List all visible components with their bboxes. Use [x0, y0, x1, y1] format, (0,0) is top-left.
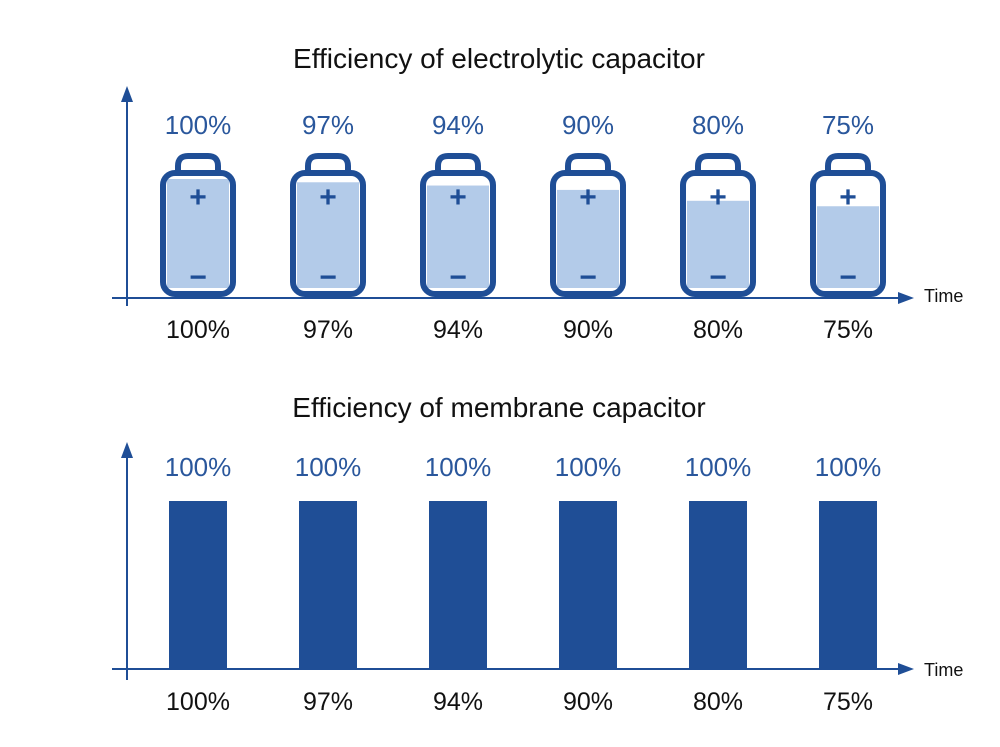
membrane-bar — [299, 501, 357, 669]
electrolytic-chart-title: Efficiency of electrolytic capacitor — [293, 43, 705, 74]
membrane-category-label: 90% — [563, 688, 613, 716]
battery-body — [550, 170, 626, 297]
battery-body — [810, 170, 886, 297]
membrane-chart: Efficiency of membrane capacitor Time 10… — [112, 392, 963, 716]
membrane-bar — [169, 501, 227, 669]
battery-5: +− — [680, 153, 756, 297]
electrolytic-chart: Efficiency of electrolytic capacitor Tim… — [112, 43, 963, 344]
membrane-value-label: 100% — [815, 452, 882, 482]
membrane-bar — [819, 501, 877, 669]
battery-plus-sign: + — [839, 181, 857, 214]
membrane-y-axis-arrow — [121, 442, 133, 458]
membrane-x-axis-label: Time — [924, 660, 963, 680]
battery-minus-sign: − — [449, 261, 467, 294]
membrane-category-label: 75% — [823, 688, 873, 716]
membrane-bar — [559, 501, 617, 669]
membrane-category-label: 97% — [303, 688, 353, 716]
electrolytic-value-label: 90% — [562, 110, 614, 140]
battery-minus-sign: − — [709, 261, 727, 294]
electrolytic-value-label: 97% — [302, 110, 354, 140]
battery-body — [420, 170, 496, 297]
electrolytic-value-label: 94% — [432, 110, 484, 140]
battery-fill-level — [817, 206, 879, 288]
electrolytic-marks: +−100%100%+−97%97%+−94%94%+−90%90%+−80%8… — [160, 110, 886, 344]
membrane-marks: 100% 100% 100% 97% 100% 94% 100% 90% 100% 80% 100%… — [165, 452, 882, 716]
battery-body — [160, 170, 236, 297]
electrolytic-x-axis-label: Time — [924, 286, 963, 306]
battery-fill-level — [297, 182, 359, 288]
battery-plus-sign: + — [579, 181, 597, 214]
battery-fill-level — [167, 179, 229, 288]
battery-2: +− — [290, 153, 366, 297]
battery-terminal — [825, 153, 871, 175]
membrane-value-label: 100% — [165, 452, 232, 482]
membrane-value-label: 100% — [685, 452, 752, 482]
battery-fill-level — [687, 200, 749, 288]
membrane-x-axis-arrow — [898, 663, 914, 675]
electrolytic-category-label: 90% — [563, 316, 613, 344]
battery-4: +− — [550, 153, 626, 297]
battery-plus-sign: + — [709, 181, 727, 214]
battery-3: +− — [420, 153, 496, 297]
battery-plus-sign: + — [319, 181, 337, 214]
membrane-value-label: 100% — [555, 452, 622, 482]
battery-minus-sign: − — [839, 261, 857, 294]
membrane-value-label: 100% — [425, 452, 492, 482]
battery-1: +− — [160, 153, 236, 297]
battery-plus-sign: + — [189, 181, 207, 214]
electrolytic-category-label: 97% — [303, 316, 353, 344]
battery-body — [290, 170, 366, 297]
membrane-category-label: 80% — [693, 688, 743, 716]
electrolytic-value-label: 100% — [165, 110, 232, 140]
battery-minus-sign: − — [579, 261, 597, 294]
battery-terminal — [565, 153, 611, 175]
battery-body — [680, 170, 756, 297]
battery-fill-level — [557, 189, 619, 288]
membrane-value-label: 100% — [295, 452, 362, 482]
membrane-bar — [429, 501, 487, 669]
electrolytic-value-label: 80% — [692, 110, 744, 140]
battery-minus-sign: − — [189, 261, 207, 294]
membrane-bar — [689, 501, 747, 669]
battery-terminal — [695, 153, 741, 175]
electrolytic-category-label: 100% — [166, 316, 230, 344]
battery-terminal — [305, 153, 351, 175]
battery-plus-sign: + — [449, 181, 467, 214]
electrolytic-y-axis-arrow — [121, 86, 133, 102]
electrolytic-value-label: 75% — [822, 110, 874, 140]
electrolytic-category-label: 94% — [433, 316, 483, 344]
membrane-category-label: 100% — [166, 688, 230, 716]
battery-fill-level — [427, 185, 489, 288]
battery-6: +− — [810, 153, 886, 297]
electrolytic-category-label: 75% — [823, 316, 873, 344]
membrane-chart-title: Efficiency of membrane capacitor — [292, 392, 705, 423]
battery-minus-sign: − — [319, 261, 337, 294]
electrolytic-category-label: 80% — [693, 316, 743, 344]
battery-terminal — [175, 153, 221, 175]
membrane-category-label: 94% — [433, 688, 483, 716]
battery-terminal — [435, 153, 481, 175]
electrolytic-x-axis-arrow — [898, 292, 914, 304]
